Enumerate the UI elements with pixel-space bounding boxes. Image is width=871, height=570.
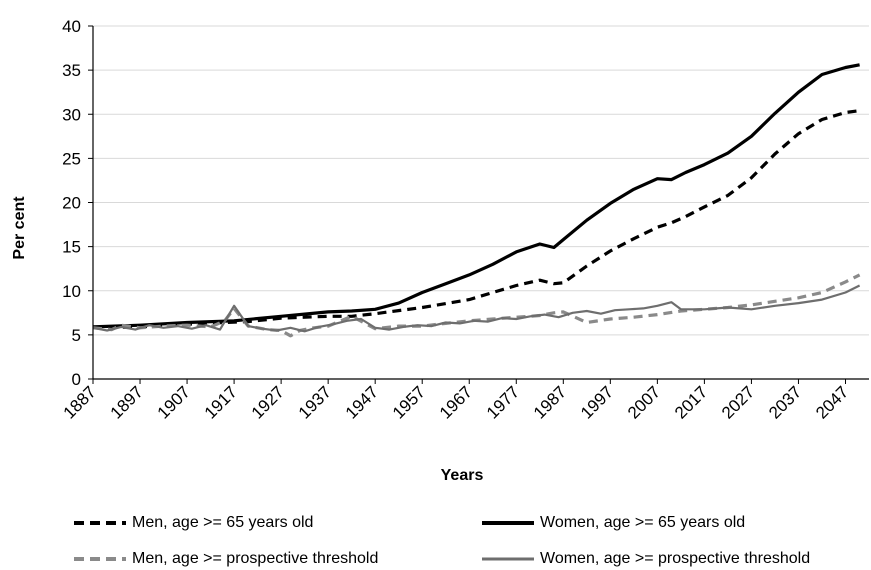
x-tick-label: 1977: [483, 382, 523, 422]
legend-swatch-women-65: [482, 521, 534, 525]
axes: [88, 25, 869, 384]
x-tick-label: 1907: [154, 382, 194, 422]
x-tick-label: 1917: [201, 382, 241, 422]
x-tick-label: 1927: [248, 382, 288, 422]
legend-swatch-women-prospective: [482, 557, 534, 561]
y-tick-labels: 0 5 10 15 20 25 30 35 40: [62, 17, 81, 389]
series-women-prospective-line: [92, 284, 861, 333]
series-men-65-line: [92, 109, 860, 330]
legend-swatch-men-65: [74, 521, 126, 525]
x-tick-label: 1997: [577, 382, 617, 422]
series-women-65-line: [92, 63, 860, 329]
y-tick-label: 40: [62, 17, 81, 36]
legend-label-men-65: Men, age >= 65 years old: [132, 514, 314, 531]
y-tick-label: 10: [62, 282, 81, 301]
x-tick-label: 2037: [765, 382, 805, 422]
gridlines: [93, 25, 869, 336]
x-tick-labels: 1887 1897 1907 1917 1927 1937 1947 1957 1967 1977…: [60, 382, 853, 422]
y-axis-title: Per cent: [11, 196, 28, 260]
y-tick-label: 5: [72, 326, 81, 345]
legend-item-women-prospective: Women, age >= prospective threshold: [480, 548, 810, 570]
y-tick-label: 25: [62, 149, 81, 168]
legend-swatch-men-prospective: [74, 557, 126, 561]
x-tick-label: 2007: [624, 382, 664, 422]
x-tick-label: 1967: [436, 382, 476, 422]
y-tick-label: 0: [72, 370, 81, 389]
legend-item-men-65: Men, age >= 65 years old: [72, 512, 313, 534]
legend-label-women-65: Women, age >= 65 years old: [540, 514, 746, 531]
legend-label-women-prospective: Women, age >= prospective threshold: [540, 550, 811, 567]
x-tick-label: 2047: [812, 382, 852, 422]
x-tick-label: 1957: [389, 382, 429, 422]
x-tick-label: 1947: [342, 382, 382, 422]
legend: Men, age >= 65 years old Women, age >= 6…: [0, 500, 871, 570]
x-tick-label: 2017: [671, 382, 711, 422]
line-chart: 0 5 10 15 20 25 30 35 40 1887 1897 1907 1917 1927 193…: [11, 17, 869, 484]
y-tick-label: 35: [62, 61, 81, 80]
x-tick-label: 1887: [60, 382, 100, 422]
y-tick-label: 15: [62, 238, 81, 257]
x-tick-label: 1937: [295, 382, 335, 422]
y-tick-label: 30: [62, 105, 81, 124]
y-tick-label: 20: [62, 194, 81, 213]
x-axis-title: Years: [441, 467, 484, 484]
legend-label-men-prospective: Men, age >= prospective threshold: [132, 550, 379, 567]
x-tick-label: 2027: [718, 382, 758, 422]
x-tick-label: 1987: [530, 382, 570, 422]
series-lines: [92, 63, 861, 338]
legend-item-men-prospective: Men, age >= prospective threshold: [72, 548, 378, 570]
x-tick-label: 1897: [107, 382, 147, 422]
legend-item-women-65: Women, age >= 65 years old: [480, 512, 745, 534]
